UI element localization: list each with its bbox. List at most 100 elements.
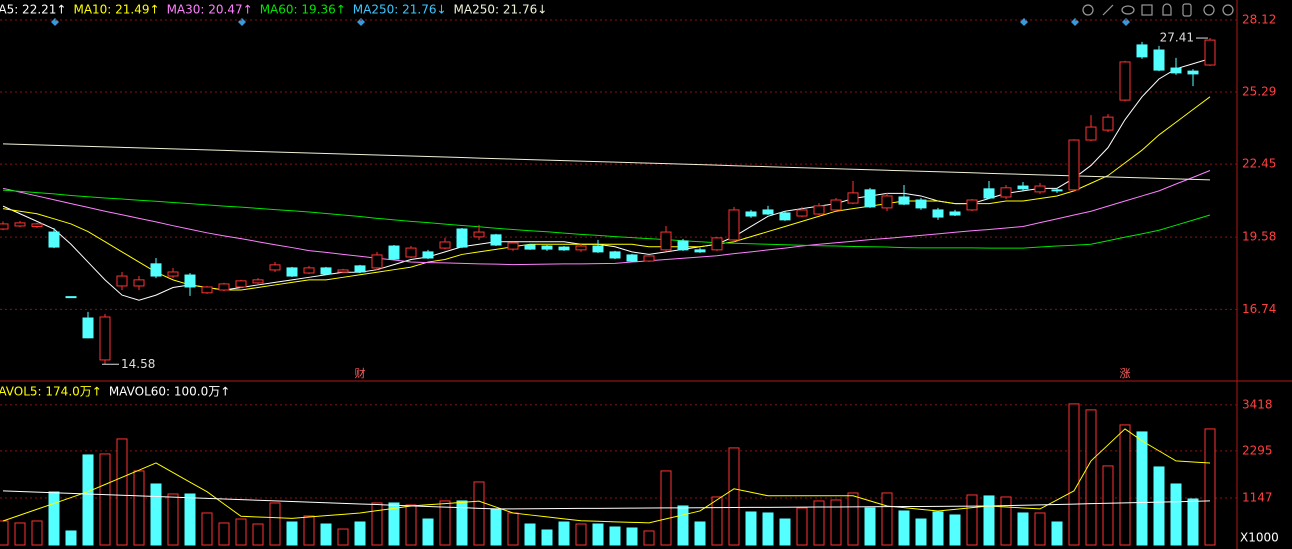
settings-icon[interactable]	[1082, 4, 1094, 16]
volume-bar	[1170, 483, 1182, 546]
volume-bar	[14, 522, 26, 546]
candle-body	[1102, 116, 1114, 131]
ma-line	[2, 189, 1211, 249]
candle-body	[813, 205, 825, 215]
volume-bar	[1187, 498, 1199, 546]
volume-bar	[949, 514, 961, 546]
annotation: 财	[355, 366, 366, 380]
candle-body	[439, 241, 451, 249]
candle-body	[1136, 44, 1148, 58]
candle-body	[14, 222, 26, 227]
candle-body	[881, 195, 893, 209]
volume-bar	[932, 511, 944, 546]
legend-entry: MAVOL5: 174.0万↑	[0, 385, 102, 399]
volume-bar	[456, 500, 468, 546]
candle-body	[269, 264, 281, 271]
candle-body	[371, 254, 383, 269]
candle-body	[31, 223, 43, 227]
volume-bar	[116, 438, 128, 546]
candle-body	[422, 251, 434, 259]
store-icon[interactable]	[1141, 4, 1153, 16]
candle-body	[524, 244, 536, 250]
volume-bar	[303, 515, 315, 546]
high-label: 27.41	[1160, 31, 1194, 45]
volume-bar	[898, 510, 910, 546]
candle-body	[490, 234, 502, 246]
candle-body	[507, 242, 519, 250]
candle-body	[456, 228, 468, 248]
candle-body	[1187, 70, 1199, 75]
legend-entry: MA30: 20.47↑	[167, 3, 253, 17]
candle-body	[354, 265, 366, 273]
volume-bar	[201, 512, 213, 546]
low-label: 14.58	[121, 357, 155, 371]
volume-bar	[490, 508, 502, 546]
candle-body	[694, 249, 706, 253]
candle-body	[218, 283, 230, 291]
volume-bar	[405, 504, 417, 546]
volume-bar	[966, 494, 978, 546]
volume-bar	[796, 507, 808, 546]
volume-bar	[320, 523, 332, 546]
candle-body	[252, 279, 264, 284]
volume-bar	[99, 453, 111, 546]
candle-body	[728, 209, 740, 241]
volume-bar	[1000, 496, 1012, 546]
draw-icon[interactable]	[1102, 4, 1114, 16]
event-marker	[357, 18, 365, 26]
alert-icon[interactable]	[1162, 3, 1172, 16]
volume-bar	[388, 502, 400, 546]
zoom-out-icon[interactable]	[1222, 4, 1234, 16]
candle-body	[966, 199, 978, 211]
volume-bar	[779, 518, 791, 546]
candle-body	[1051, 189, 1063, 192]
legend-entry: MAVOL60: 100.0万↑	[109, 385, 230, 399]
candle-body	[864, 189, 876, 208]
volume-bar	[48, 491, 60, 546]
candle-body	[796, 209, 808, 217]
volume-bar	[728, 447, 740, 546]
candle-body	[660, 231, 672, 251]
volume-bar	[847, 492, 859, 546]
candle-body	[711, 237, 723, 251]
annotation: 涨	[1120, 367, 1131, 380]
volume-bar	[507, 512, 519, 546]
legend-entry: MA250: 21.76↓	[353, 3, 447, 17]
candle-body	[847, 192, 859, 204]
y-tick-label: 22.45	[1242, 157, 1276, 171]
candle-body	[592, 245, 604, 253]
zoom-in-icon[interactable]	[1203, 4, 1215, 16]
candle-body	[201, 286, 213, 294]
candle-body	[405, 247, 417, 258]
candle-body	[82, 317, 94, 339]
volume-bar	[1153, 466, 1165, 546]
phone-icon[interactable]	[1182, 3, 1192, 17]
volume-bar	[1119, 424, 1131, 546]
y-tick-label: 25.29	[1242, 84, 1276, 98]
volume-bar	[286, 521, 298, 546]
volume-bar	[371, 502, 383, 546]
candle-body	[1204, 39, 1216, 66]
candle-body	[609, 251, 621, 259]
candle-body	[167, 271, 179, 277]
volume-bar	[184, 493, 196, 546]
candle-body	[235, 280, 247, 288]
volume-bar	[31, 520, 43, 546]
y-tick-label: 16.74	[1242, 302, 1276, 316]
volume-bar	[167, 493, 179, 546]
volume-bar	[1017, 512, 1029, 546]
candle-body	[626, 254, 638, 262]
volume-bar	[473, 481, 485, 546]
candle-body	[0, 223, 9, 230]
view-icon[interactable]	[1121, 5, 1135, 15]
candle-body	[830, 199, 842, 211]
volume-bar	[1102, 465, 1114, 546]
volume-bar	[558, 521, 570, 546]
volume-bar	[881, 492, 893, 546]
volume-bar	[1034, 512, 1046, 546]
volume-bar	[269, 502, 281, 546]
volume-bar	[1204, 428, 1216, 546]
candle-body	[779, 212, 791, 221]
volume-bar	[762, 512, 774, 546]
